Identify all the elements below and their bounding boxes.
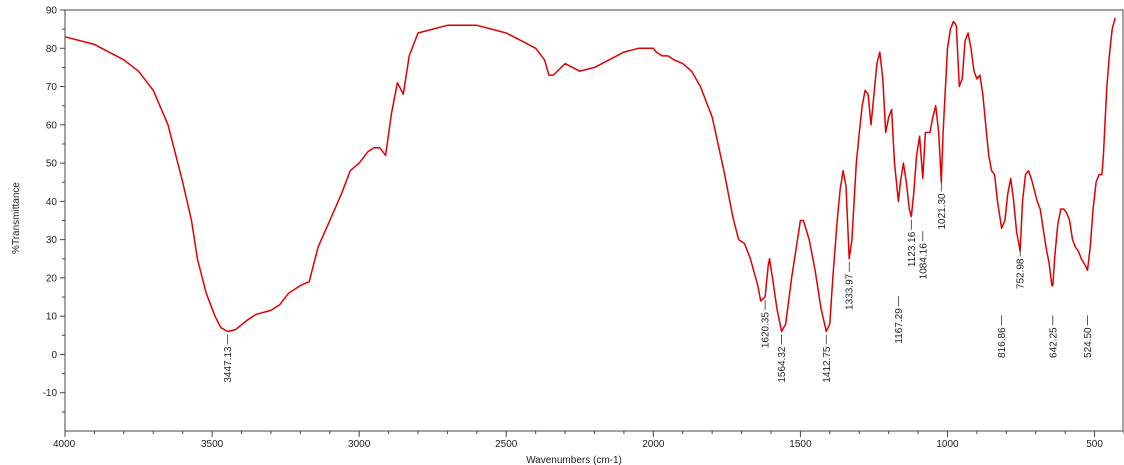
peak-label: 642.25 [1048, 327, 1059, 358]
y-tick-label: 20 [46, 273, 58, 284]
y-tick-label: -10 [43, 388, 58, 399]
x-tick-label: 1500 [789, 439, 812, 450]
x-tick-label: 2500 [495, 439, 518, 450]
y-tick-label: 90 [46, 6, 58, 17]
x-tick-label: 4000 [53, 439, 76, 450]
y-tick-label: 0 [51, 350, 57, 361]
peak-label: 1620.35 [761, 312, 772, 349]
x-axis: 4000 3500 3000 2500 2000 1500 1000 500 [53, 431, 1124, 450]
x-tick-label: 3500 [201, 439, 224, 450]
y-tick-label: 40 [46, 197, 58, 208]
x-axis-title: Wavenumbers (cm-1) [526, 455, 622, 465]
peak-annotations: 3447.13 1620.35 1564.32 1412.75 1333.97 1167.… [223, 181, 1094, 383]
y-tick-label: 10 [46, 312, 58, 323]
peak-label: 524.50 [1083, 327, 1094, 358]
spectrum-series [64, 17, 1116, 333]
spectrum-line [64, 17, 1116, 333]
x-tick-label: 3000 [348, 439, 371, 450]
peak-label: 752.98 [1016, 258, 1027, 289]
peak-label: 1333.97 [845, 273, 856, 310]
x-tick-label: 2000 [642, 439, 665, 450]
x-tick-label: 500 [1086, 439, 1103, 450]
peak-label: 3447.13 [223, 346, 234, 383]
y-axis-title: %Transmittance [11, 182, 22, 254]
y-tick-label: 50 [46, 159, 58, 170]
y-tick-label: 60 [46, 120, 58, 131]
peak-label: 1123.16 [907, 231, 918, 267]
peak-label: 1167.29 [894, 308, 905, 344]
peak-label: 1564.32 [777, 346, 788, 383]
y-tick-label: 80 [46, 44, 58, 55]
y-axis: -10 0 10 20 30 40 50 60 70 80 90 [43, 6, 65, 413]
peak-label: 1084.16 [918, 243, 929, 280]
peak-label: 1021.30 [937, 193, 948, 230]
y-tick-label: 70 [46, 82, 58, 93]
peak-label: 1412.75 [822, 346, 833, 383]
peak-label: 816.86 [997, 327, 1008, 358]
x-tick-label: 1000 [936, 439, 959, 450]
y-tick-label: 30 [46, 235, 58, 246]
